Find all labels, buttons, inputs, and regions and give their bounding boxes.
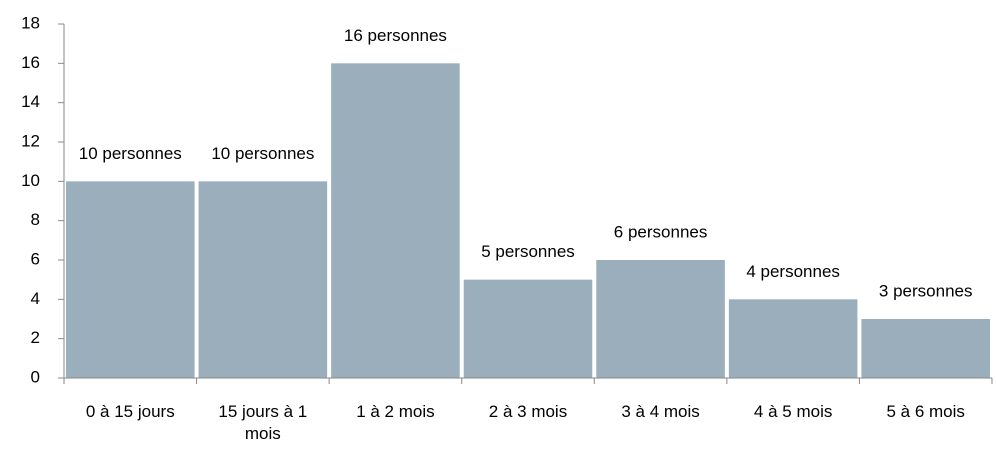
x-tick-label: 15 jours à 1 mois bbox=[218, 402, 308, 443]
data-label: 5 personnes bbox=[481, 242, 575, 261]
bar bbox=[861, 319, 990, 378]
x-tick-label: 1 à 2 mois bbox=[356, 402, 435, 421]
y-tick-label: 14 bbox=[21, 92, 40, 111]
y-tick-label: 6 bbox=[31, 249, 40, 268]
bar bbox=[596, 260, 725, 378]
y-tick-label: 2 bbox=[31, 328, 40, 347]
y-tick-label: 16 bbox=[21, 53, 40, 72]
bar bbox=[66, 181, 195, 378]
bar bbox=[728, 299, 858, 378]
y-tick-label: 4 bbox=[31, 289, 40, 308]
y-tick-label: 8 bbox=[31, 210, 40, 229]
y-tick-label: 0 bbox=[31, 367, 40, 386]
data-label: 3 personnes bbox=[879, 281, 973, 300]
x-tick-label: 3 à 4 mois bbox=[621, 402, 700, 421]
bar bbox=[198, 181, 328, 378]
data-label: 10 personnes bbox=[79, 144, 182, 163]
bar bbox=[463, 279, 593, 378]
data-label: 6 personnes bbox=[614, 222, 708, 241]
y-tick-label: 18 bbox=[21, 13, 40, 32]
data-label: 16 personnes bbox=[344, 26, 447, 45]
x-tick-label: 4 à 5 mois bbox=[753, 402, 833, 421]
x-tick-label: 5 à 6 mois bbox=[886, 402, 965, 421]
y-tick-label: 10 bbox=[21, 171, 40, 190]
y-tick-label: 12 bbox=[21, 131, 40, 150]
data-label: 4 personnes bbox=[746, 262, 840, 281]
x-tick-label: 2 à 3 mois bbox=[488, 402, 568, 421]
bar bbox=[331, 63, 460, 378]
data-label: 10 personnes bbox=[211, 144, 314, 163]
x-tick-label: 0 à 15 jours bbox=[85, 402, 175, 421]
